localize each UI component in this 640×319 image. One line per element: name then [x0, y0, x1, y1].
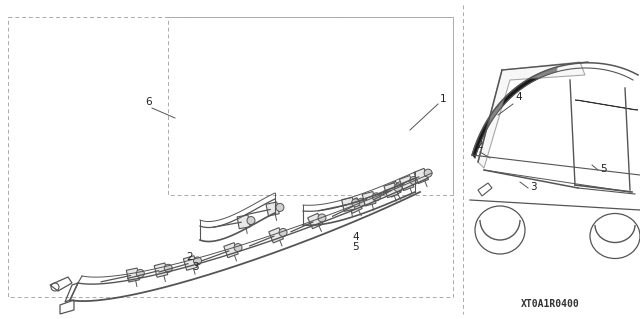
Circle shape: [164, 264, 172, 272]
Bar: [8, 17, 453, 297]
Text: 4: 4: [352, 232, 358, 242]
Text: 3: 3: [192, 262, 198, 272]
Text: 1: 1: [440, 94, 447, 104]
Text: 6: 6: [145, 97, 152, 107]
Circle shape: [318, 214, 326, 222]
Polygon shape: [472, 67, 557, 158]
Polygon shape: [269, 228, 284, 243]
Circle shape: [394, 184, 402, 192]
Text: 2: 2: [186, 252, 193, 262]
Circle shape: [351, 199, 360, 207]
Polygon shape: [184, 256, 197, 270]
Circle shape: [136, 270, 144, 278]
Polygon shape: [266, 202, 279, 216]
Polygon shape: [126, 268, 140, 282]
Polygon shape: [342, 197, 355, 211]
Polygon shape: [575, 100, 638, 110]
Text: 3: 3: [530, 182, 536, 192]
Circle shape: [234, 244, 242, 252]
Polygon shape: [224, 243, 238, 258]
Circle shape: [396, 182, 404, 190]
Text: 5: 5: [352, 242, 358, 252]
Polygon shape: [237, 215, 250, 229]
Polygon shape: [347, 198, 362, 213]
Text: 5: 5: [600, 164, 607, 174]
Polygon shape: [386, 182, 401, 197]
Text: 2: 2: [476, 140, 483, 150]
Circle shape: [193, 257, 202, 265]
Circle shape: [424, 169, 432, 177]
Polygon shape: [308, 213, 323, 229]
Text: XT0A1R0400: XT0A1R0400: [520, 299, 579, 309]
Polygon shape: [414, 168, 429, 184]
Bar: [168, 17, 453, 195]
Text: 4: 4: [515, 92, 522, 102]
Polygon shape: [154, 263, 168, 277]
Polygon shape: [399, 175, 414, 190]
Polygon shape: [478, 62, 585, 168]
Polygon shape: [362, 191, 376, 206]
Circle shape: [357, 198, 365, 206]
Circle shape: [410, 176, 418, 184]
Circle shape: [279, 228, 287, 236]
Circle shape: [247, 217, 255, 225]
Circle shape: [372, 193, 380, 201]
Polygon shape: [384, 183, 398, 197]
Circle shape: [276, 204, 284, 211]
